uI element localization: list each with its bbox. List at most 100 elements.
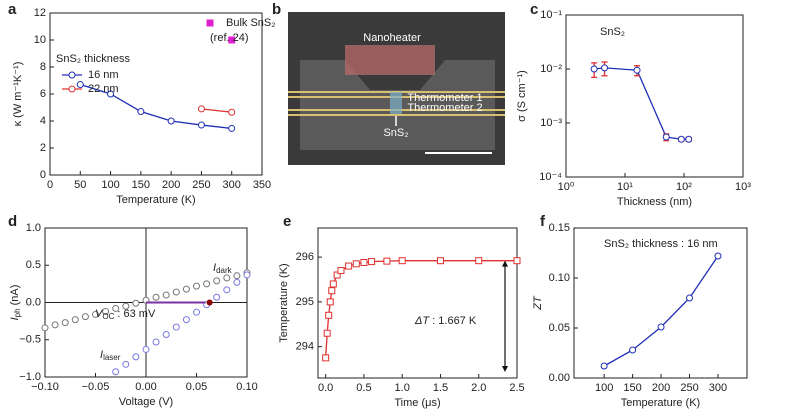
marker	[61, 319, 69, 327]
legend-marker	[206, 19, 214, 27]
y-tick-label: 0.10	[549, 272, 570, 284]
text-part: I	[9, 317, 21, 320]
marker	[51, 321, 59, 329]
y-tick-label: 0.15	[549, 222, 570, 234]
x-tick-label: 300	[223, 179, 241, 191]
x-tick-label: 100	[101, 179, 119, 191]
text-part: : 1.667 K	[429, 315, 477, 327]
marker	[213, 293, 221, 301]
marker	[601, 64, 609, 72]
x-tick-label: 2.0	[471, 382, 486, 394]
y-axis-label: κ (W m⁻¹K⁻¹)	[12, 62, 24, 127]
marker	[182, 285, 190, 293]
text-part: laser	[103, 353, 121, 362]
x-tick-label: 150	[623, 382, 641, 394]
marker	[172, 288, 180, 296]
panel-letter: f	[540, 213, 546, 230]
panel-letter: e	[283, 213, 291, 230]
arrow-head	[502, 260, 508, 267]
sem-image: Nanoheater Thermometer 1 Thermometer 2 S…	[288, 12, 505, 165]
marker	[71, 316, 79, 324]
y-tick-label: 6	[40, 88, 46, 100]
text-part: OC	[102, 312, 114, 321]
marker	[657, 323, 665, 331]
x-tick-label: 10³	[735, 181, 751, 193]
marker	[328, 287, 336, 295]
voc-label: VOC : 63 mV	[95, 308, 156, 321]
x-tick-label: 1.5	[433, 382, 448, 394]
marker	[162, 291, 170, 299]
y-tick-label: 1.0	[26, 222, 41, 234]
marker	[629, 346, 637, 354]
y-tick-label: 0.00	[549, 372, 570, 384]
text-part: I	[100, 349, 103, 361]
x-tick-label: 10¹	[617, 181, 633, 193]
marker	[475, 257, 483, 265]
marker	[132, 353, 140, 361]
marker	[197, 105, 205, 113]
text-part: : 63 mV	[114, 308, 156, 320]
marker	[323, 329, 331, 337]
marker	[686, 294, 694, 302]
marker	[162, 331, 170, 339]
marker	[233, 272, 241, 280]
marker	[600, 362, 608, 370]
marker	[112, 304, 120, 312]
y-axis-label: Iph (nA)	[9, 285, 22, 321]
x-axis-label: Temperature (K)	[116, 194, 195, 206]
marker	[92, 310, 99, 318]
voc-point	[206, 299, 213, 306]
marker	[76, 81, 84, 89]
plot-frame	[573, 227, 748, 379]
marker	[107, 90, 115, 98]
marker	[228, 36, 236, 44]
y-tick-label: 0	[40, 169, 46, 181]
marker	[714, 252, 722, 260]
x-tick-label: −0.05	[82, 381, 110, 393]
marker	[193, 308, 200, 316]
nanoheater	[345, 45, 435, 75]
y-tick-label: 4	[40, 115, 46, 127]
marker	[685, 135, 693, 143]
text-part: I	[213, 262, 216, 274]
y-axis-label: Temperature (K)	[278, 263, 290, 342]
y-tick-label: 295	[296, 296, 314, 308]
marker	[122, 360, 130, 368]
marker	[182, 316, 190, 324]
y-tick-label: 10⁻³	[540, 117, 562, 129]
marker	[383, 257, 391, 265]
flake	[390, 92, 402, 114]
marker	[41, 324, 49, 332]
marker	[662, 133, 670, 141]
x-tick-label: 250	[680, 382, 698, 394]
annotation: (ref. 24)	[210, 32, 249, 44]
x-tick-label: 1.0	[395, 382, 410, 394]
x-axis-label: Temperature (K)	[621, 397, 700, 409]
x-tick-label: 200	[652, 382, 670, 394]
y-tick-label: 10	[34, 34, 46, 46]
text-part: ph	[13, 308, 22, 317]
series-line	[325, 260, 517, 358]
marker	[233, 278, 241, 286]
marker	[197, 121, 205, 129]
marker	[633, 66, 641, 74]
plot: −0.10 −0.05 0.00 0.05 0.10 −1.0 −0.5 0.0 0.5 1.0 V…	[9, 222, 258, 408]
legend-marker	[68, 85, 76, 93]
x-tick-label: −0.10	[31, 381, 59, 393]
text-part: V	[95, 308, 104, 320]
legend-label: 22 nm	[88, 83, 119, 95]
x-tick-label: 0.10	[236, 381, 257, 393]
marker	[337, 267, 345, 275]
y-tick-label: 10⁻⁴	[539, 171, 562, 183]
y-tick-label: 0.0	[26, 296, 41, 308]
y-tick-label: 296	[296, 251, 314, 263]
y-tick-label: 0.5	[26, 259, 41, 271]
plot: 10⁰ 10¹ 10² 10³ 10⁻⁴ 10⁻³ 10⁻² 10⁻¹ Thickness (n…	[516, 9, 751, 208]
marker	[223, 274, 231, 282]
marker	[352, 260, 360, 268]
legend-marker	[68, 71, 76, 79]
x-tick-label: 0.05	[186, 381, 207, 393]
text-part: (nA)	[9, 285, 21, 309]
annotation: SnS₂	[600, 26, 625, 38]
marker	[677, 135, 685, 143]
